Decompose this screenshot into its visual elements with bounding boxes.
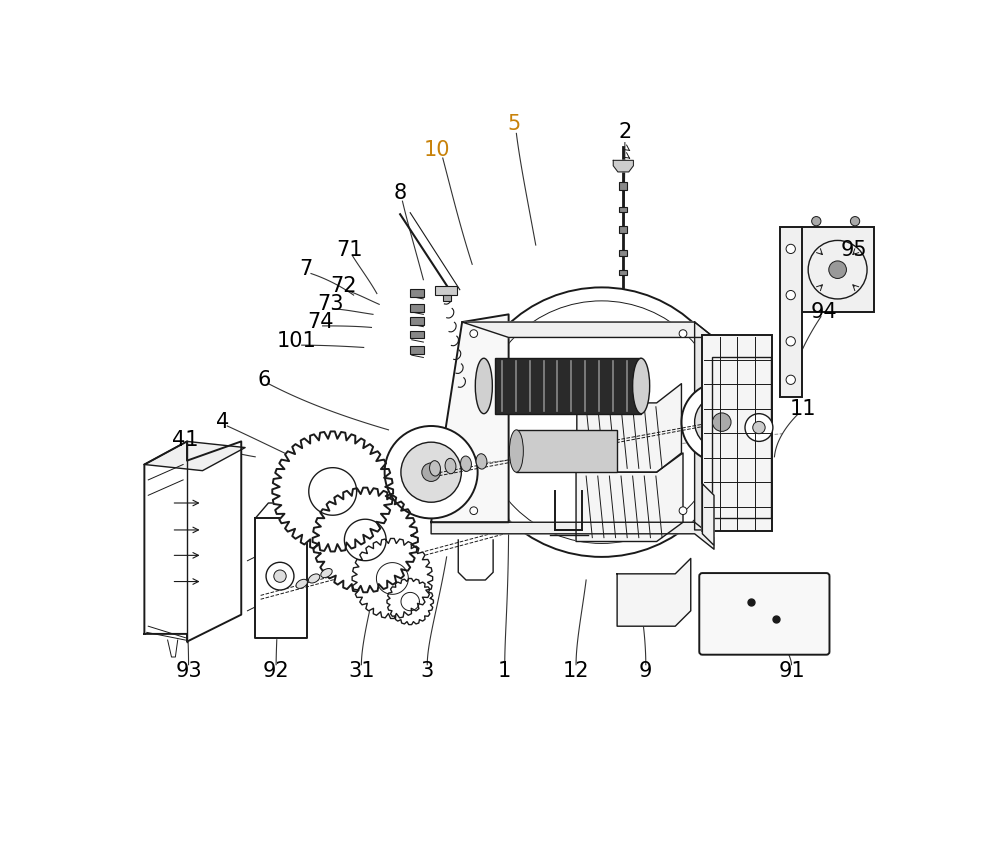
Text: 92: 92 <box>263 661 289 681</box>
FancyBboxPatch shape <box>435 286 457 295</box>
Polygon shape <box>695 322 714 530</box>
Polygon shape <box>272 432 393 551</box>
Circle shape <box>401 442 461 502</box>
FancyBboxPatch shape <box>619 226 627 233</box>
Ellipse shape <box>321 569 332 578</box>
Text: 12: 12 <box>563 661 589 681</box>
Text: 93: 93 <box>175 661 202 681</box>
Text: 5: 5 <box>507 115 521 134</box>
FancyBboxPatch shape <box>443 295 450 301</box>
Ellipse shape <box>296 580 307 588</box>
FancyBboxPatch shape <box>699 573 829 655</box>
Text: 91: 91 <box>778 661 805 681</box>
Polygon shape <box>613 161 633 172</box>
Circle shape <box>679 330 687 338</box>
Circle shape <box>679 507 687 515</box>
Polygon shape <box>313 487 418 593</box>
Text: 73: 73 <box>317 294 344 315</box>
Circle shape <box>786 337 795 346</box>
Circle shape <box>274 570 286 582</box>
FancyBboxPatch shape <box>780 227 802 397</box>
Circle shape <box>470 507 478 515</box>
Circle shape <box>712 413 731 432</box>
Ellipse shape <box>430 461 440 476</box>
Text: 74: 74 <box>307 312 334 332</box>
FancyBboxPatch shape <box>410 304 424 312</box>
Polygon shape <box>387 579 433 625</box>
Circle shape <box>786 291 795 300</box>
Text: 72: 72 <box>330 276 357 296</box>
Circle shape <box>422 463 440 481</box>
Circle shape <box>681 382 762 463</box>
Text: 41: 41 <box>172 430 199 450</box>
Polygon shape <box>431 522 714 549</box>
Circle shape <box>786 375 795 385</box>
Text: 6: 6 <box>258 370 271 390</box>
Text: 7: 7 <box>299 259 312 279</box>
Circle shape <box>829 261 846 279</box>
Ellipse shape <box>445 458 456 474</box>
FancyBboxPatch shape <box>410 331 424 339</box>
Polygon shape <box>617 558 691 626</box>
Ellipse shape <box>475 358 492 414</box>
Circle shape <box>695 395 749 449</box>
Ellipse shape <box>461 456 471 471</box>
Polygon shape <box>702 484 714 545</box>
FancyBboxPatch shape <box>619 251 627 256</box>
FancyBboxPatch shape <box>619 182 627 190</box>
Text: 4: 4 <box>216 412 229 432</box>
Circle shape <box>385 426 478 518</box>
Circle shape <box>753 422 765 433</box>
Ellipse shape <box>509 430 523 472</box>
Text: 11: 11 <box>790 399 816 419</box>
Circle shape <box>812 216 821 226</box>
Circle shape <box>470 330 478 338</box>
FancyBboxPatch shape <box>801 227 874 312</box>
Ellipse shape <box>308 574 320 583</box>
Text: 10: 10 <box>424 140 451 161</box>
Ellipse shape <box>476 454 487 469</box>
FancyBboxPatch shape <box>702 335 772 532</box>
Polygon shape <box>255 518 307 638</box>
FancyBboxPatch shape <box>410 346 424 354</box>
Ellipse shape <box>633 358 650 414</box>
Text: 2: 2 <box>618 122 632 142</box>
Polygon shape <box>431 315 509 522</box>
FancyBboxPatch shape <box>410 317 424 325</box>
Polygon shape <box>144 441 245 470</box>
FancyBboxPatch shape <box>619 269 627 275</box>
Circle shape <box>786 245 795 254</box>
Circle shape <box>850 216 860 226</box>
Text: 95: 95 <box>840 240 867 261</box>
Text: 9: 9 <box>639 661 652 681</box>
Text: 94: 94 <box>811 302 837 322</box>
Text: 8: 8 <box>394 184 407 203</box>
FancyBboxPatch shape <box>619 207 627 212</box>
Text: 101: 101 <box>277 331 317 351</box>
FancyBboxPatch shape <box>410 289 424 297</box>
FancyBboxPatch shape <box>516 430 617 472</box>
FancyBboxPatch shape <box>495 358 641 414</box>
Circle shape <box>266 563 294 590</box>
Text: 3: 3 <box>421 661 434 681</box>
Polygon shape <box>576 453 683 541</box>
Text: 31: 31 <box>348 661 375 681</box>
Circle shape <box>745 414 773 441</box>
Polygon shape <box>462 322 714 338</box>
Polygon shape <box>352 539 433 618</box>
Polygon shape <box>144 441 241 641</box>
FancyBboxPatch shape <box>619 162 627 168</box>
Text: 71: 71 <box>336 240 363 261</box>
Polygon shape <box>577 384 681 472</box>
Text: 1: 1 <box>498 661 511 681</box>
